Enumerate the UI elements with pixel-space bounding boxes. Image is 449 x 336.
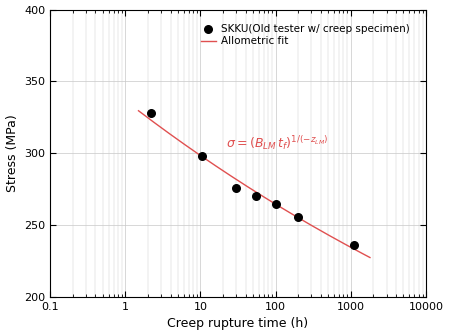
Allometric fit (273, 203, 279, 207)
SKKU(Old tester w/ creep specimen) (252, 194, 260, 199)
Y-axis label: Stress (MPa): Stress (MPa) (5, 115, 18, 192)
SKKU(Old tester w/ creep specimen) (147, 110, 154, 116)
Text: $\sigma = (B_{LM}\, t_f)^{1/(-z_{LM})}$: $\sigma = (B_{LM}\, t_f)^{1/(-z_{LM})}$ (226, 134, 329, 152)
SKKU(Old tester w/ creep specimen) (350, 243, 357, 248)
SKKU(Old tester w/ creep specimen) (198, 154, 206, 159)
X-axis label: Creep rupture time (h): Creep rupture time (h) (167, 318, 308, 330)
SKKU(Old tester w/ creep specimen) (233, 185, 240, 191)
Line: Allometric fit: Allometric fit (138, 111, 370, 257)
Allometric fit (331, 236, 336, 240)
Allometric fit (367, 255, 373, 259)
Legend: SKKU(Old tester w/ creep specimen), Allometric fit: SKKU(Old tester w/ creep specimen), Allo… (198, 20, 413, 49)
Allometric fit (277, 205, 283, 209)
SKKU(Old tester w/ creep specimen) (295, 214, 302, 219)
Allometric fit (273, 202, 278, 206)
SKKU(Old tester w/ creep specimen) (272, 201, 279, 206)
Allometric fit (346, 244, 351, 248)
Allometric fit (136, 109, 142, 113)
Allometric fit (136, 109, 141, 113)
